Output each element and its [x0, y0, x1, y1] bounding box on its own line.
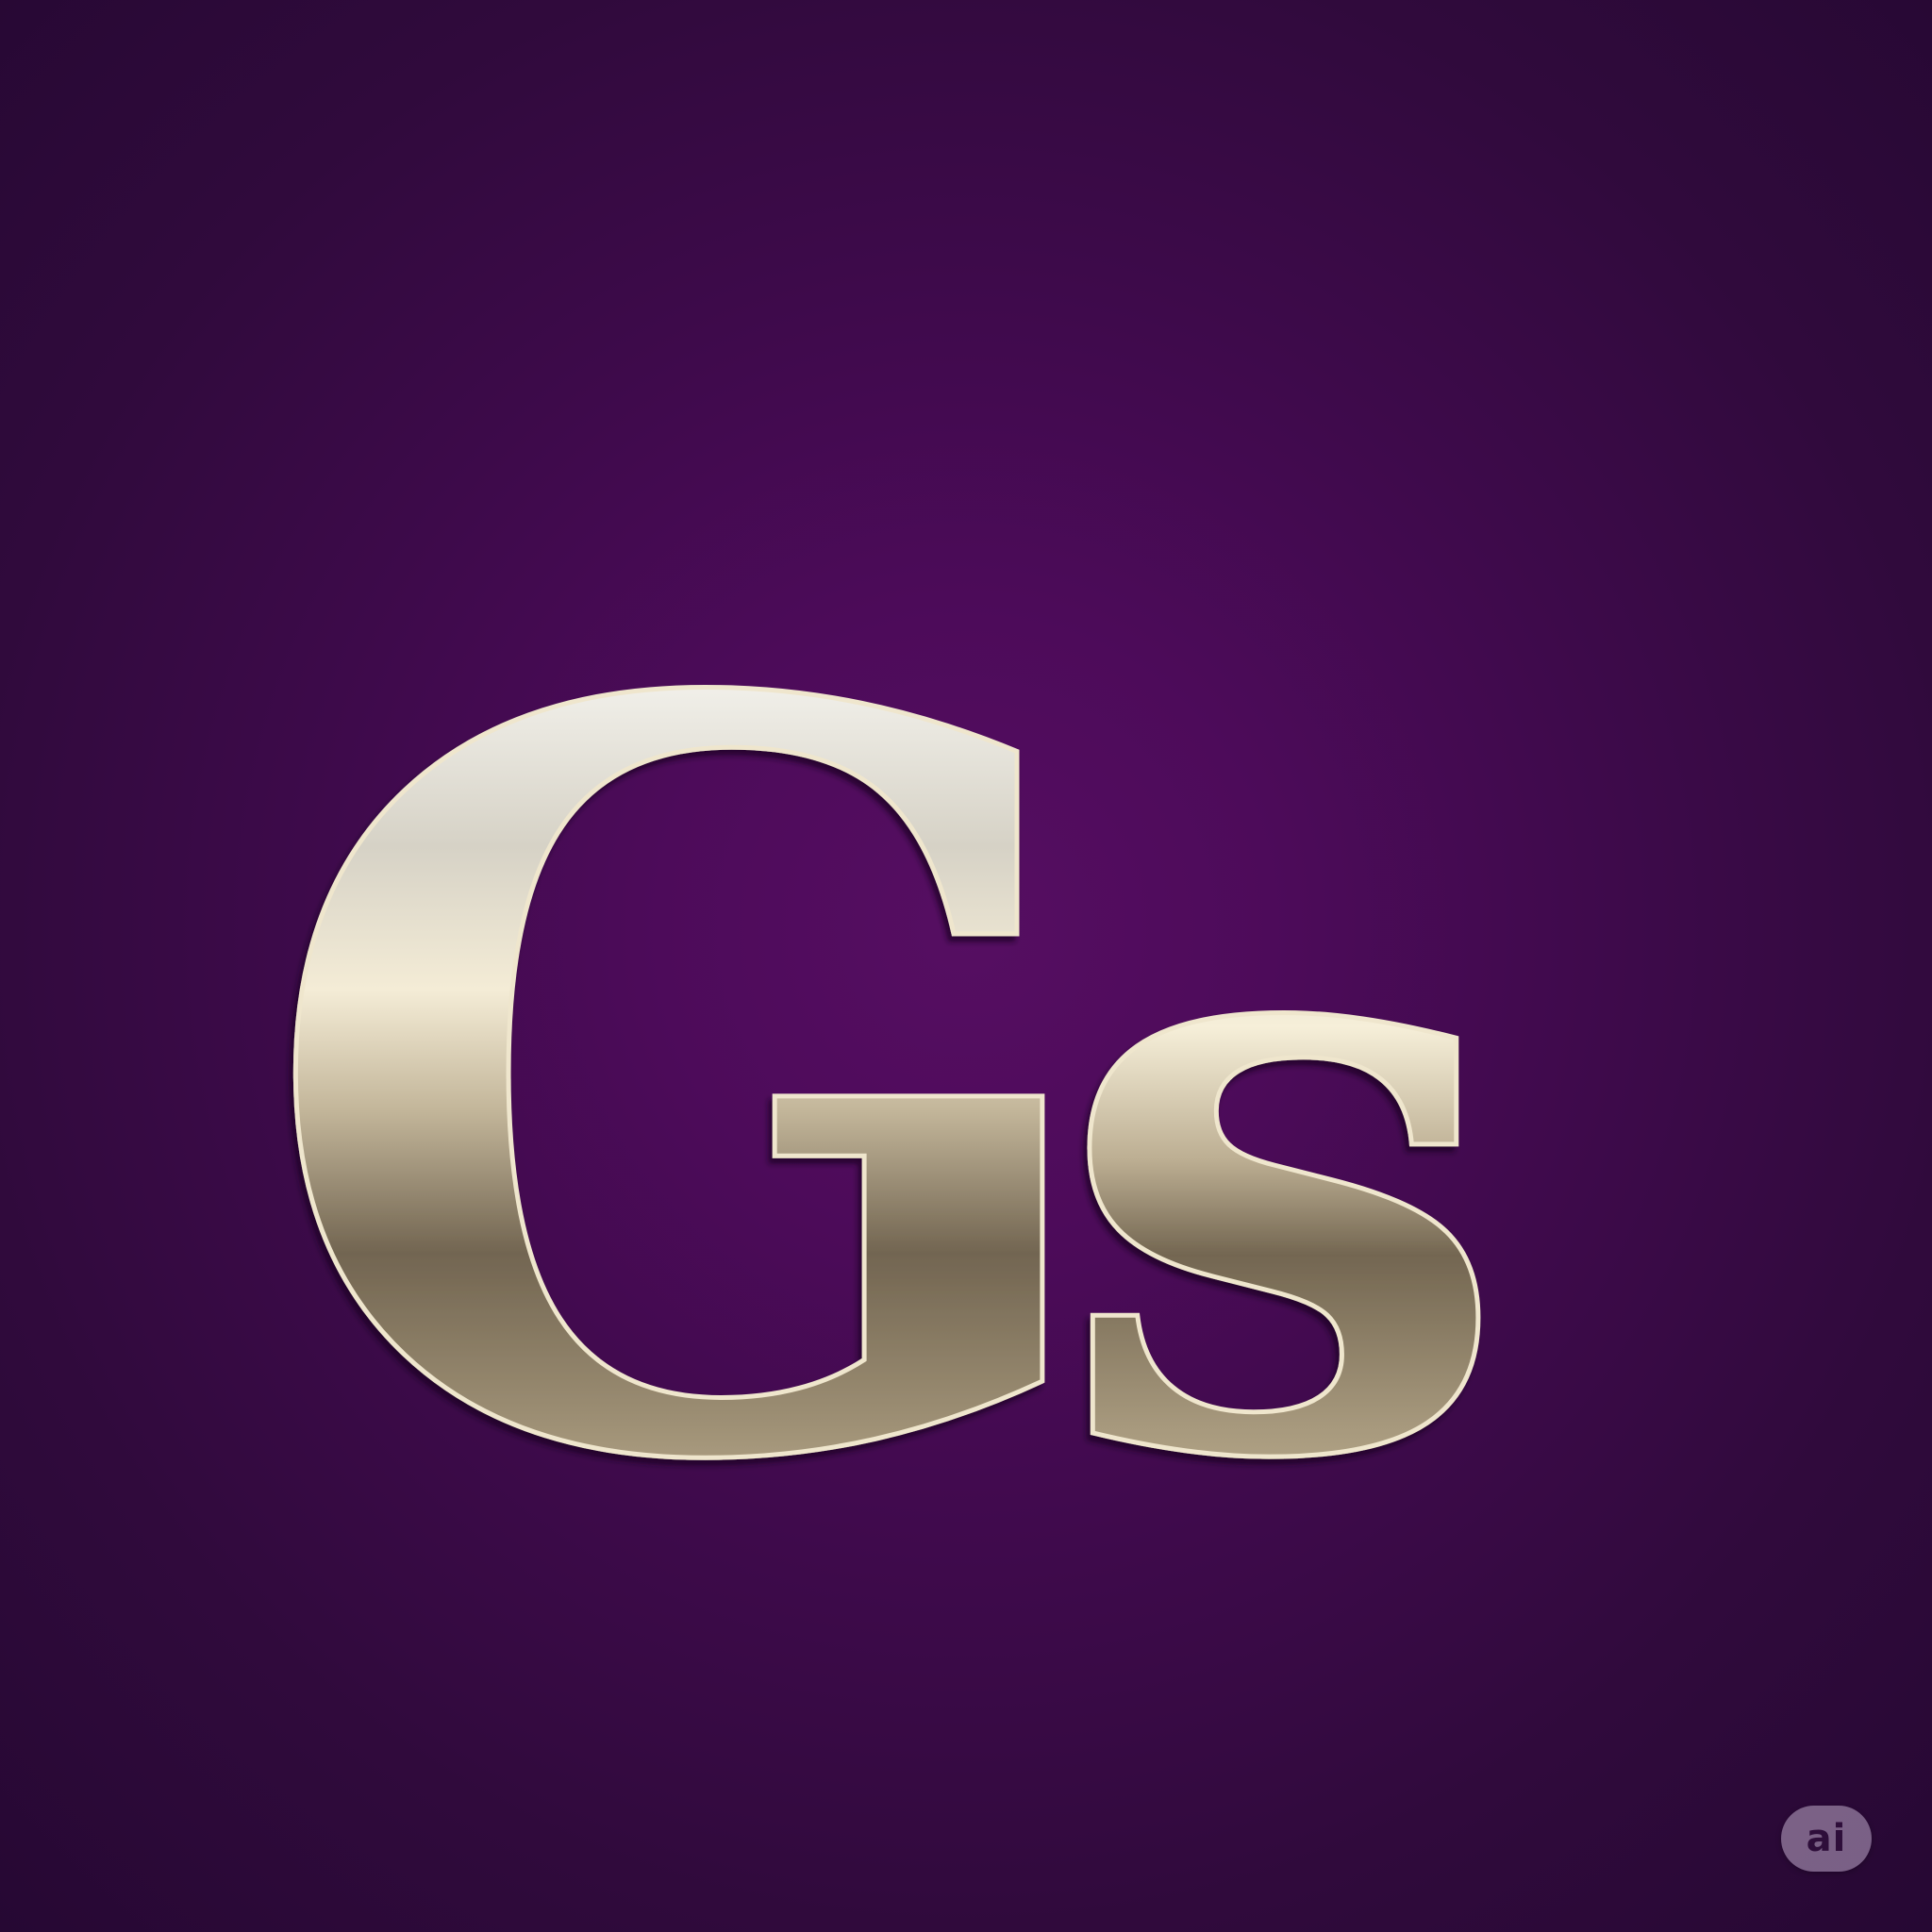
- ai-badge-label: ai: [1806, 1817, 1847, 1860]
- letter-g: G: [251, 485, 1125, 1687]
- letter-g-glyph: G: [253, 487, 1123, 1684]
- letter-s: s: [1053, 681, 1514, 1640]
- ai-badge: ai: [1781, 1806, 1872, 1872]
- letter-s-glyph: s: [1055, 683, 1511, 1637]
